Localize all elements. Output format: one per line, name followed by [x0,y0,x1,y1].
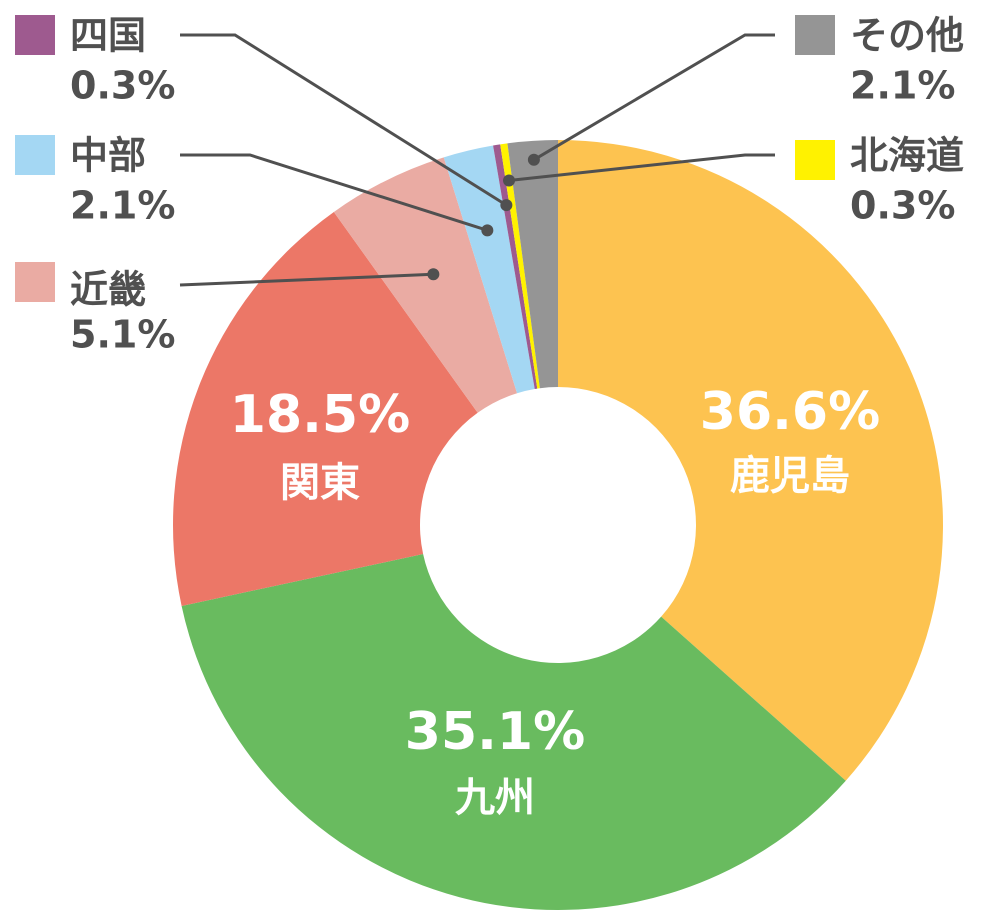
legend-swatch [15,262,55,302]
legend-swatch [15,135,55,175]
donut-slice [558,140,944,781]
leader-line [180,153,488,232]
category-label: その他 [850,14,964,58]
value-label: 0.3% [70,64,175,108]
leader-line [533,33,775,162]
leader-dot [500,199,513,212]
value-label: 2.1% [70,184,175,228]
leader-line [180,33,508,207]
category-label: 関東 [280,460,360,506]
leader-dot [503,174,516,187]
donut-slice [181,554,846,910]
donut-slice [443,145,535,394]
category-label: 北海道 [850,134,964,178]
leader-dot [527,153,540,166]
category-label: 鹿児島 [730,453,850,499]
legend-swatch [795,140,835,180]
legend-swatch [15,15,55,55]
leader-dot [427,268,440,281]
legend-swatch [795,15,835,55]
leader-dot [481,224,494,237]
category-label: 近畿 [70,268,146,312]
value-label: 18.5% [230,385,410,445]
category-label: 九州 [455,775,535,821]
value-label: 0.3% [850,184,955,228]
value-label: 36.6% [700,382,880,442]
donut-slice [507,140,558,389]
leader-line [179,272,434,287]
value-label: 2.1% [850,64,955,108]
value-label: 35.1% [405,702,585,762]
category-label: 中部 [70,134,146,178]
value-label: 5.1% [70,313,175,357]
donut-slice [172,211,478,606]
category-label: 四国 [70,14,146,58]
leader-line [508,153,775,182]
donut-slice [333,157,518,413]
